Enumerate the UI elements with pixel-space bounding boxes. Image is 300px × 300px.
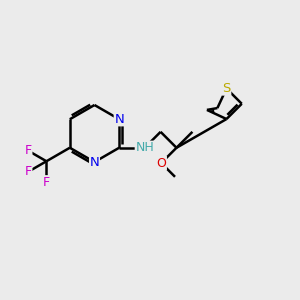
Text: N: N [114,113,124,126]
Text: O: O [156,157,166,169]
Text: S: S [222,82,231,95]
Text: NH: NH [135,141,154,154]
Text: F: F [25,144,32,157]
Text: O: O [156,157,166,169]
Text: N: N [90,155,99,169]
Text: F: F [43,176,50,189]
Text: F: F [25,165,32,178]
